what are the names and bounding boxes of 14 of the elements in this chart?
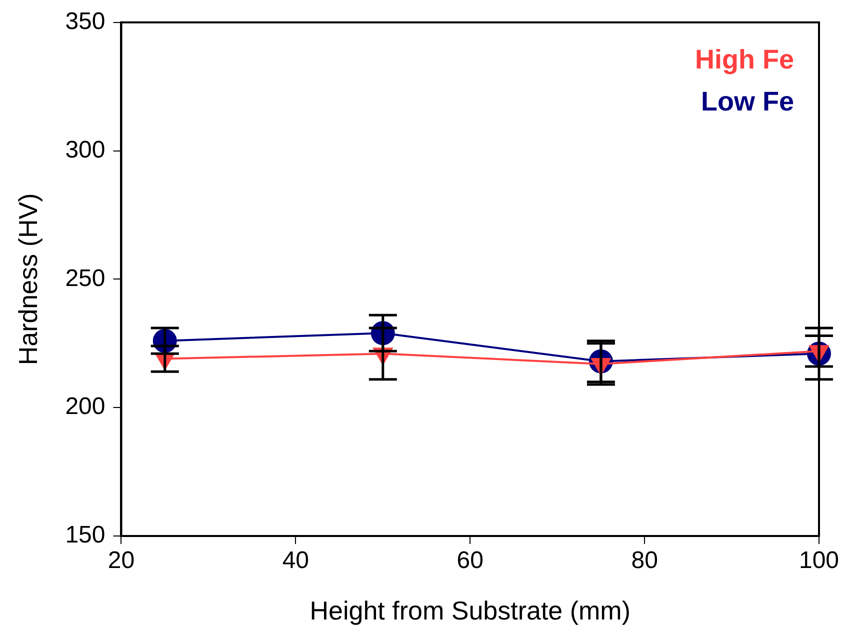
y-axis-title: Hardness (HV) (12, 193, 43, 366)
x-tick-label: 100 (798, 547, 840, 574)
y-tick-label: 300 (65, 136, 106, 164)
y-tick-label: 150 (65, 522, 106, 549)
x-tick-label: 80 (631, 547, 658, 574)
x-tick-label: 20 (108, 547, 135, 574)
text: High Fe (695, 44, 794, 74)
x-tick-label: 60 (456, 547, 484, 574)
text: Low Fe (701, 86, 794, 116)
y-tick-label: 250 (65, 264, 106, 292)
y-tick-label: 350 (65, 8, 106, 36)
x-axis-title: Height from Substrate (mm) (310, 596, 630, 626)
x-tick-label: 40 (282, 547, 310, 574)
y-tick-label: 200 (65, 393, 106, 420)
